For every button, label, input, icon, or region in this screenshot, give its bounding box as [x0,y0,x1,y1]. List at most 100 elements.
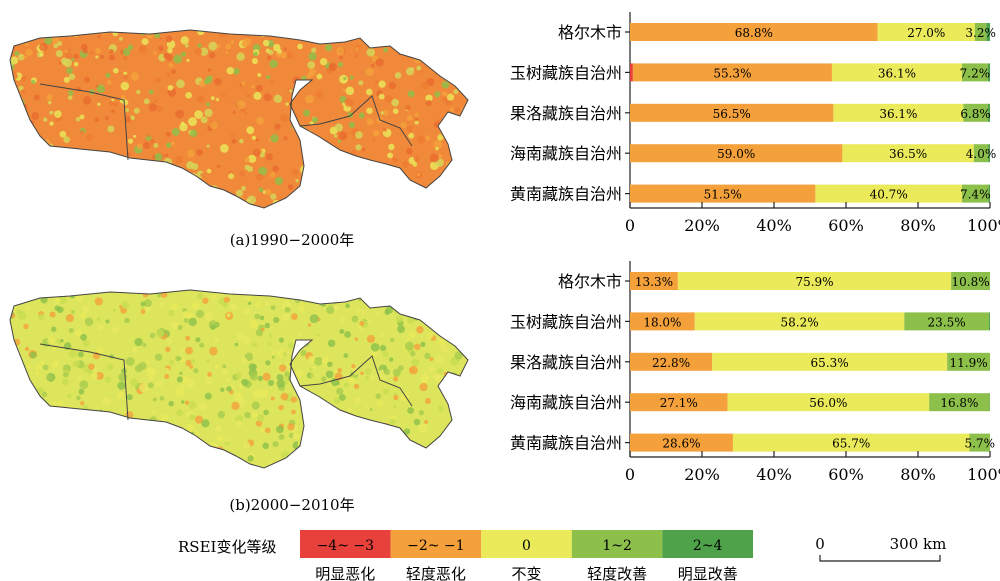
bar-segment [630,312,695,331]
scale-bar-end: 300 km [890,535,947,553]
data-label: 56.5% [713,107,751,121]
data-label: 5.7% [964,437,995,451]
category-label: 果洛藏族自治州 [510,104,622,123]
map-fill [10,290,468,468]
bar-segment [988,312,990,331]
panel-a-caption: (a)1990−2000年 [230,231,355,249]
data-label: 13.3% [635,275,673,289]
bar-segment [732,433,970,452]
data-label: 51.5% [704,188,742,202]
bar-segment [974,23,987,41]
bar-segment [842,144,974,163]
legend-swatch [571,530,663,558]
x-tick-label: 40% [756,216,792,235]
category-label: 格尔木市 [558,272,622,291]
bar-segment [987,103,990,122]
bar-segment [630,63,633,82]
bar-segment [712,352,948,371]
bar-segment [694,312,905,331]
x-tick-label: 0 [625,465,635,484]
data-label: 7.4% [960,188,991,202]
x-tick-label: 40% [756,465,792,484]
data-label: 65.7% [832,437,870,451]
scale-bar-start: 0 [815,535,825,553]
data-label: 75.9% [795,275,833,289]
x-tick-label: 60% [828,216,864,235]
bar-segment [815,184,962,203]
bar-segment [988,184,990,203]
x-tick-label: 60% [828,465,864,484]
bar-segment [986,23,990,41]
x-tick-label: 80% [900,465,936,484]
category-label: 格尔木市 [558,23,622,42]
bar-segment [727,393,930,412]
data-label: 27.0% [907,26,945,40]
map-boundary [39,343,129,421]
bar-segment [677,272,952,290]
legend-title: RSEI变化等级 [178,538,276,556]
bar-segment [969,433,990,452]
legend-swatch [662,530,753,558]
bar-segment [630,272,678,290]
bar-segment [951,272,990,290]
map-outline [9,29,469,209]
map-boundary [299,355,413,407]
x-tick-label: 100% [967,465,1000,484]
category-label: 果洛藏族自治州 [510,353,622,372]
legend-swatch [481,530,572,558]
legend-swatch [390,530,482,558]
data-label: 59.0% [717,147,755,161]
bar-segment [632,63,832,82]
category-label: 海南藏族自治州 [510,393,622,412]
legend-class-name: 明显改善 [678,565,738,581]
data-label: 23.5% [928,315,966,329]
bar-segment [630,144,843,163]
legend-range: 1~2 [602,538,632,554]
x-tick-label: 20% [684,465,720,484]
bar-segment [929,393,990,412]
bar-segment [833,103,964,122]
region-map [9,289,469,469]
data-label: 16.8% [940,396,978,410]
bar-segment [963,103,988,122]
region-map [9,29,469,209]
legend-range: 2~4 [693,538,723,554]
legend-class-name: 不变 [511,565,541,581]
bar-segment [630,23,878,41]
bar-segment [961,63,988,82]
data-label: 22.8% [652,356,690,370]
data-label: 65.3% [811,356,849,370]
data-label: 28.6% [662,437,700,451]
data-label: 58.2% [780,315,818,329]
data-label: 55.3% [713,66,751,80]
category-label: 黄南藏族自治州 [510,434,622,453]
data-label: 56.0% [809,396,847,410]
bar-segment [630,393,728,412]
category-label: 玉树藏族自治州 [510,63,622,82]
category-label: 黄南藏族自治州 [510,185,622,204]
legend-class-name: 轻度恶化 [406,565,466,581]
legend: RSEI变化等级 −4~ −3 明显恶化 −2~ −1 轻度恶化 0 不变 1~2 轻度改善 2… [178,530,753,581]
data-label: 36.1% [879,107,917,121]
bar-segment [904,312,989,331]
bar-segment [831,63,962,82]
bar-segment [987,63,990,82]
data-label: 68.8% [735,26,773,40]
bar-segment [630,103,834,122]
legend-range: 0 [522,538,531,554]
map-boundary [299,95,413,147]
x-tick-label: 80% [900,216,936,235]
data-label: 27.1% [660,396,698,410]
bar-segment [630,352,713,371]
bar-segment [973,144,989,163]
map-boundary [39,83,129,161]
data-label: 40.7% [870,188,908,202]
x-tick-label: 20% [684,216,720,235]
data-label: 36.1% [878,66,916,80]
data-label: 11.9% [950,356,988,370]
data-label: 36.5% [889,147,927,161]
data-label: 18.0% [643,315,681,329]
chart-b: 格尔木市 13.3% 75.9% 10.8% 玉树藏族自治州 18.0% 58.2% 23.5… [510,261,1000,484]
legend-range: −4~ −3 [317,538,374,554]
